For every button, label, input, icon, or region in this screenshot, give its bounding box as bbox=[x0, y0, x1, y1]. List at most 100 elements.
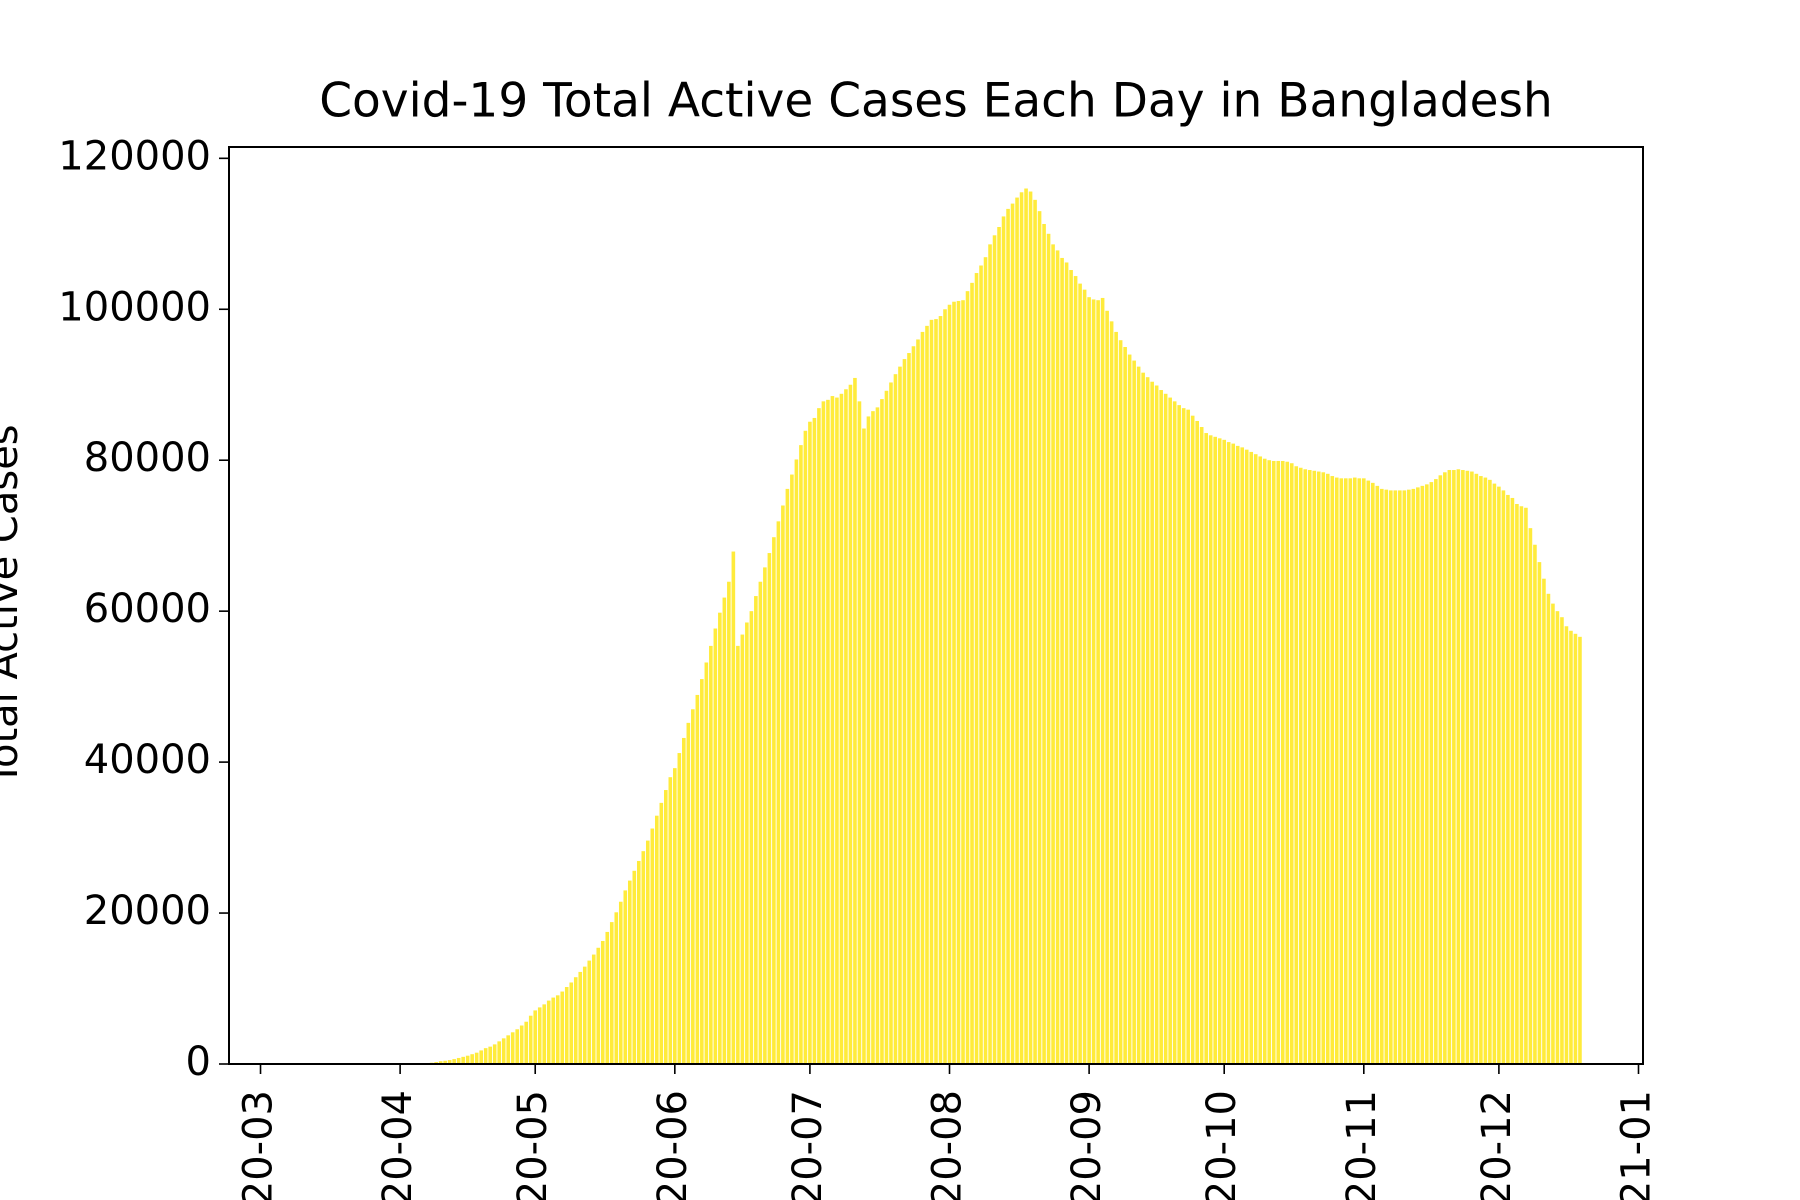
bar bbox=[591, 954, 596, 1064]
bar bbox=[1204, 433, 1208, 1065]
bar bbox=[1483, 477, 1488, 1064]
x-tick-label: 2020-09 bbox=[1064, 1090, 1110, 1200]
bar bbox=[1528, 528, 1533, 1064]
bar bbox=[1510, 497, 1515, 1064]
bar bbox=[1208, 435, 1213, 1064]
bar bbox=[803, 430, 808, 1064]
bar bbox=[573, 977, 578, 1064]
bar bbox=[1145, 377, 1150, 1064]
bar bbox=[1497, 486, 1501, 1064]
bar bbox=[483, 1048, 488, 1064]
bar bbox=[916, 339, 920, 1064]
bar bbox=[1564, 626, 1569, 1064]
bar bbox=[1136, 366, 1141, 1064]
bar bbox=[740, 634, 745, 1064]
bar bbox=[1235, 445, 1240, 1064]
bar bbox=[470, 1054, 474, 1064]
bar bbox=[844, 389, 848, 1064]
bar bbox=[1154, 385, 1159, 1064]
bar bbox=[1285, 461, 1290, 1064]
bar bbox=[609, 922, 614, 1064]
bar bbox=[1573, 633, 1578, 1064]
bar bbox=[1542, 578, 1546, 1064]
bar bbox=[1060, 257, 1064, 1064]
bar bbox=[817, 408, 821, 1064]
bar bbox=[713, 628, 718, 1064]
bar bbox=[1316, 471, 1321, 1064]
bar bbox=[812, 417, 817, 1064]
bar bbox=[492, 1044, 497, 1064]
bar bbox=[920, 331, 925, 1065]
bar bbox=[1447, 470, 1452, 1064]
bar bbox=[645, 840, 650, 1064]
bar bbox=[636, 860, 641, 1064]
x-tick-label: 2020-07 bbox=[785, 1090, 831, 1200]
bar bbox=[1001, 216, 1006, 1064]
bar bbox=[758, 581, 763, 1064]
bar bbox=[1213, 436, 1217, 1065]
bar bbox=[983, 257, 988, 1065]
bar bbox=[533, 1010, 538, 1064]
bar bbox=[1524, 507, 1528, 1064]
x-tick-label: 2020-06 bbox=[650, 1090, 696, 1200]
bar bbox=[1339, 478, 1344, 1064]
bar bbox=[1231, 443, 1236, 1064]
bar bbox=[501, 1038, 506, 1064]
bar bbox=[1294, 466, 1299, 1065]
bar bbox=[1501, 490, 1506, 1064]
bar bbox=[1343, 478, 1348, 1064]
bar bbox=[1465, 470, 1470, 1064]
bar bbox=[691, 709, 695, 1064]
bar bbox=[1186, 409, 1190, 1064]
bar bbox=[956, 300, 961, 1064]
bar bbox=[1253, 454, 1258, 1064]
bar bbox=[1438, 475, 1443, 1064]
bar bbox=[1163, 393, 1168, 1065]
bar bbox=[1258, 456, 1263, 1065]
bar bbox=[1352, 477, 1357, 1064]
bar bbox=[709, 645, 713, 1064]
bar bbox=[1474, 473, 1479, 1064]
bar bbox=[1132, 360, 1136, 1064]
bar bbox=[1109, 321, 1114, 1064]
bar bbox=[447, 1060, 452, 1064]
bar bbox=[862, 428, 866, 1064]
bar bbox=[772, 537, 776, 1064]
bar bbox=[718, 612, 722, 1064]
bar bbox=[1082, 289, 1087, 1065]
bar bbox=[943, 309, 947, 1065]
bar bbox=[542, 1004, 547, 1064]
bar bbox=[650, 828, 655, 1064]
bar bbox=[655, 815, 659, 1064]
bar bbox=[826, 399, 830, 1064]
bar bbox=[452, 1059, 456, 1064]
bar bbox=[551, 997, 556, 1064]
bar bbox=[866, 416, 871, 1064]
bar bbox=[623, 890, 628, 1064]
bar bbox=[1114, 331, 1118, 1065]
bar bbox=[1096, 300, 1100, 1064]
bar bbox=[1452, 470, 1456, 1064]
bar bbox=[1533, 544, 1537, 1064]
bar bbox=[808, 421, 812, 1064]
y-tick-label: 40000 bbox=[84, 737, 211, 783]
bar bbox=[1434, 479, 1438, 1065]
bar bbox=[677, 753, 682, 1064]
bar bbox=[1357, 478, 1362, 1064]
bar bbox=[731, 551, 736, 1064]
bar bbox=[1217, 438, 1222, 1064]
bar bbox=[1389, 490, 1393, 1064]
bar bbox=[1479, 476, 1483, 1065]
bar bbox=[1325, 473, 1330, 1064]
bar bbox=[605, 931, 610, 1064]
bar bbox=[1398, 490, 1402, 1064]
bar bbox=[1569, 630, 1573, 1064]
bar bbox=[988, 244, 992, 1065]
bar bbox=[537, 1007, 542, 1064]
bar bbox=[596, 947, 601, 1064]
bar bbox=[555, 995, 560, 1064]
bar bbox=[821, 401, 826, 1064]
bar bbox=[902, 359, 907, 1064]
bar bbox=[600, 940, 605, 1064]
